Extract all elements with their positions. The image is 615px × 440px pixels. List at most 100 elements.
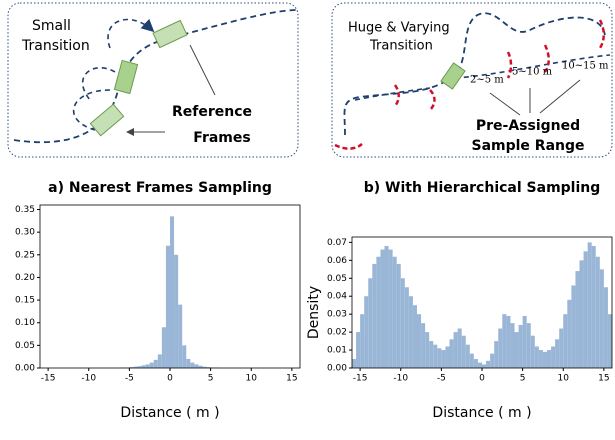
bar [417, 314, 421, 368]
y-tick-label: 0.05 [327, 274, 347, 284]
x-tick-label: -10 [81, 374, 96, 384]
bar [360, 314, 364, 368]
range-label: 10∼15 m [562, 61, 609, 72]
bar [490, 354, 494, 368]
bar [502, 314, 506, 368]
bar [413, 305, 417, 368]
bar [405, 287, 409, 368]
bar [462, 336, 466, 368]
bar [166, 246, 170, 368]
x-tick-label: -5 [125, 374, 134, 384]
pointer [490, 93, 520, 115]
bar [186, 359, 190, 368]
y-tick-label: 0.00 [15, 364, 35, 374]
frame [153, 20, 187, 47]
y-tick-label: 0.35 [15, 205, 35, 215]
bar [596, 257, 600, 368]
y-tick-label: 0.10 [15, 318, 35, 328]
transition-arrow [83, 68, 115, 100]
y-tick-label: 0.15 [15, 296, 35, 306]
y-tick-label: 0.30 [15, 228, 35, 238]
y-tick-label: 0.20 [15, 273, 35, 283]
y-tick-label: 0.00 [327, 364, 347, 374]
bar [559, 329, 563, 368]
bar [393, 257, 397, 368]
x-tick-label: 10 [246, 374, 258, 384]
x-tick-label: 5 [208, 374, 214, 384]
bar [389, 250, 393, 368]
range-label: 2∼5 m [470, 75, 504, 86]
bar [397, 264, 401, 368]
range-label: 5∼10 m [512, 67, 553, 78]
label: Reference [172, 104, 252, 120]
x-tick-label: -15 [353, 374, 368, 384]
bar [425, 332, 429, 368]
bar [454, 332, 458, 368]
bar [543, 352, 547, 368]
bar [494, 341, 498, 368]
bar [368, 278, 372, 368]
bar [162, 327, 166, 368]
bar [567, 300, 571, 368]
bar [474, 359, 478, 368]
label: Sample Range [471, 138, 584, 154]
bar [385, 246, 389, 368]
bar [450, 339, 454, 368]
y-tick-label: 0.01 [327, 346, 347, 356]
frame [114, 60, 137, 93]
y-tick-label: 0.25 [15, 250, 35, 260]
y-tick-label: 0.06 [327, 256, 347, 266]
frame [441, 63, 465, 89]
bar [519, 325, 523, 368]
transition-arrow [108, 20, 152, 48]
bar [547, 350, 551, 368]
y-tick-label: 0.02 [327, 328, 347, 338]
chart-title: a) Nearest Frames Sampling [48, 180, 272, 196]
caption: Transition [21, 38, 90, 54]
bar [458, 329, 462, 368]
bar [182, 345, 186, 368]
bar [478, 363, 482, 368]
chart-title: b) With Hierarchical Sampling [364, 180, 601, 196]
bar [429, 341, 433, 368]
bar [510, 323, 514, 368]
bar [441, 350, 445, 368]
y-axis-label: Density [306, 286, 322, 339]
bar [194, 364, 198, 368]
bar [584, 251, 588, 368]
x-tick-label: 5 [520, 374, 526, 384]
x-tick-label: -10 [393, 374, 408, 384]
bar [178, 305, 182, 368]
bar [433, 345, 437, 368]
bar [575, 271, 579, 368]
bar [372, 264, 376, 368]
bar [364, 296, 368, 368]
x-tick-label: 10 [558, 374, 570, 384]
bar [150, 363, 154, 368]
bar [352, 359, 356, 368]
x-tick-label: 15 [286, 374, 297, 384]
x-axis-label: Distance ( m ) [120, 405, 219, 421]
bar [380, 250, 384, 368]
bar [600, 269, 604, 368]
bar [470, 354, 474, 368]
x-tick-label: 0 [167, 374, 173, 384]
bar [437, 348, 441, 368]
bar [535, 346, 539, 368]
bar [376, 257, 380, 368]
bar [539, 350, 543, 368]
bar [608, 314, 612, 368]
y-tick-label: 0.04 [327, 292, 347, 302]
bar [531, 336, 535, 368]
bar [146, 364, 150, 368]
caption: Huge & Varying [348, 21, 450, 36]
bar [142, 365, 146, 368]
bar [563, 314, 567, 368]
pointer [190, 45, 215, 95]
y-tick-label: 0.07 [327, 238, 347, 248]
bar [588, 242, 592, 368]
bar [604, 287, 608, 368]
y-tick-label: 0.03 [327, 310, 347, 320]
bar [445, 346, 449, 368]
